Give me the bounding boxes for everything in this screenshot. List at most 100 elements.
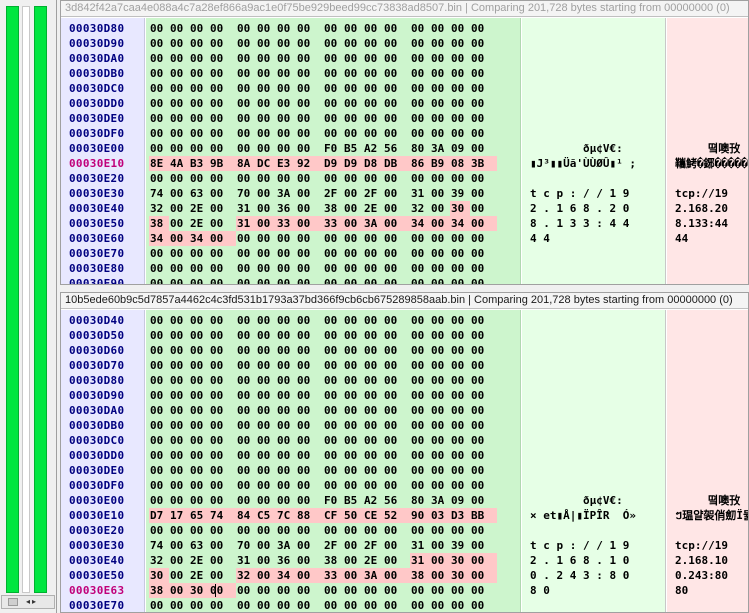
- hex-byte[interactable]: 00: [344, 554, 358, 567]
- hex-byte[interactable]: 00: [277, 329, 291, 342]
- hex-byte[interactable]: 00: [430, 553, 450, 568]
- hex-byte[interactable]: 08: [450, 156, 470, 171]
- hex-byte[interactable]: 00: [324, 419, 338, 432]
- hex-byte[interactable]: 00: [344, 22, 358, 35]
- hex-row[interactable]: 00030DA0 00 00 00 00 00 00 00 00 00 00 00 00 00 00 00 00: [61, 51, 748, 66]
- hex-byte[interactable]: 00: [411, 464, 425, 477]
- hex-byte[interactable]: B9: [430, 156, 450, 171]
- hex-byte[interactable]: 00: [170, 142, 184, 155]
- hex-byte[interactable]: 00: [411, 67, 425, 80]
- hex-byte[interactable]: 8E: [149, 156, 169, 171]
- row-hex-bytes[interactable]: 00 00 00 00 00 00 00 00 00 00 00 00 00 00 00 00: [149, 478, 497, 493]
- row-unicode[interactable]: 8.133:44: [675, 217, 728, 230]
- hex-byte[interactable]: 52: [383, 508, 410, 523]
- hex-byte[interactable]: 00: [431, 419, 445, 432]
- hex-byte[interactable]: 00: [411, 599, 425, 612]
- hex-byte[interactable]: D3: [450, 508, 470, 523]
- hex-byte[interactable]: 00: [451, 247, 465, 260]
- row-hex-bytes[interactable]: 00 00 00 00 00 00 00 00 00 00 00 00 00 00 00 00: [149, 343, 497, 358]
- hex-byte[interactable]: 00: [451, 374, 465, 387]
- hex-byte[interactable]: 00: [451, 389, 465, 402]
- hex-byte[interactable]: 00: [324, 329, 338, 342]
- hex-byte[interactable]: 00: [324, 232, 338, 245]
- hex-byte[interactable]: 00: [297, 172, 311, 185]
- row-hex-bytes[interactable]: 00 00 00 00 00 00 00 00 00 00 00 00 00 00 00 00: [149, 373, 497, 388]
- row-hex-bytes[interactable]: D7 17 65 74 84 C5 7C 88 CF 50 CE 52 90 03 D3 BB: [149, 508, 497, 523]
- hex-byte[interactable]: 00: [364, 434, 378, 447]
- hex-byte[interactable]: 00: [237, 374, 251, 387]
- hex-byte[interactable]: 00: [471, 584, 485, 597]
- row-hex-bytes[interactable]: 00 00 00 00 00 00 00 00 00 00 00 00 00 00 00 00: [149, 171, 497, 186]
- hex-byte[interactable]: 00: [451, 37, 465, 50]
- row-ascii[interactable]: 8 0: [530, 584, 550, 597]
- hex-byte[interactable]: 80: [411, 142, 425, 155]
- hex-byte[interactable]: 3B: [470, 156, 497, 171]
- hex-byte[interactable]: 00: [190, 464, 204, 477]
- hex-byte[interactable]: 00: [257, 494, 271, 507]
- hex-byte[interactable]: 00: [344, 202, 358, 215]
- hex-byte[interactable]: 00: [384, 232, 398, 245]
- hex-byte[interactable]: 00: [384, 479, 398, 492]
- hex-byte[interactable]: 00: [324, 449, 338, 462]
- hex-byte[interactable]: 00: [324, 374, 338, 387]
- hex-byte[interactable]: 00: [411, 127, 425, 140]
- hex-byte[interactable]: 00: [471, 202, 485, 215]
- hex-byte[interactable]: 00: [257, 97, 271, 110]
- hex-row[interactable]: 00030E50 38 00 2E 00 31 00 33 00 33 00 3A 00 34 00 34 00…: [61, 216, 748, 231]
- hex-byte[interactable]: 30: [450, 201, 470, 216]
- hex-row[interactable]: 00030E20 00 00 00 00 00 00 00 00 00 00 00 00 00 00 00 00: [61, 523, 748, 538]
- hex-byte[interactable]: C5: [256, 508, 276, 523]
- hex-byte[interactable]: 00: [324, 112, 338, 125]
- hex-byte[interactable]: 00: [257, 37, 271, 50]
- hex-byte[interactable]: 74: [209, 508, 236, 523]
- hex-byte[interactable]: 2F: [324, 187, 338, 200]
- hex-byte[interactable]: 00: [150, 314, 164, 327]
- hex-byte[interactable]: 00: [170, 374, 184, 387]
- hex-byte[interactable]: 00: [170, 434, 184, 447]
- ascii-column[interactable]: [522, 310, 666, 612]
- hex-byte[interactable]: 00: [237, 82, 251, 95]
- scroll-left-icon[interactable]: ◂: [26, 597, 31, 606]
- hex-byte[interactable]: 00: [210, 187, 224, 200]
- hex-byte[interactable]: 00: [411, 262, 425, 275]
- hex-byte[interactable]: 00: [384, 52, 398, 65]
- hex-byte[interactable]: 00: [430, 568, 450, 583]
- hex-byte[interactable]: 00: [411, 374, 425, 387]
- hex-byte[interactable]: 36: [277, 202, 291, 215]
- hex-byte[interactable]: 00: [170, 494, 184, 507]
- hex-byte[interactable]: 00: [237, 419, 251, 432]
- hex-byte[interactable]: 00: [324, 479, 338, 492]
- row-hex-bytes[interactable]: 00 00 00 00 00 00 00 00 00 00 00 00 00 00 00 00: [149, 51, 497, 66]
- hex-view[interactable]: 00030D80 00 00 00 00 00 00 00 00 00 00 00 00 00 00 00 00…: [61, 18, 748, 284]
- hex-byte[interactable]: 38: [149, 216, 169, 231]
- row-hex-bytes[interactable]: 8E 4A B3 9B 8A DC E3 92 D9 D9 D8 DB 86 B9 08 3B: [149, 156, 497, 171]
- hex-byte[interactable]: 00: [364, 329, 378, 342]
- hex-byte[interactable]: 00: [277, 172, 291, 185]
- hex-byte[interactable]: 00: [324, 314, 338, 327]
- hex-byte[interactable]: 00: [471, 277, 485, 285]
- hex-byte[interactable]: 00: [257, 112, 271, 125]
- hex-byte[interactable]: 39: [451, 187, 465, 200]
- hex-byte[interactable]: 00: [364, 262, 378, 275]
- hex-byte[interactable]: 00: [210, 449, 224, 462]
- hex-byte[interactable]: 00: [237, 277, 251, 285]
- hex-byte[interactable]: 00: [170, 464, 184, 477]
- overview-scrollbar[interactable]: ◂ ▸: [1, 595, 55, 609]
- hex-byte[interactable]: 88: [296, 508, 323, 523]
- hex-byte[interactable]: 00: [170, 524, 184, 537]
- hex-byte[interactable]: 00: [384, 262, 398, 275]
- row-ascii[interactable]: 2 . 1 6 8 . 2 0: [530, 202, 630, 215]
- hex-byte[interactable]: 00: [297, 67, 311, 80]
- hex-byte[interactable]: 00: [237, 37, 251, 50]
- hex-byte[interactable]: 00: [210, 344, 224, 357]
- hex-byte[interactable]: 00: [237, 524, 251, 537]
- row-unicode[interactable]: tcp://19: [675, 187, 728, 200]
- hex-byte[interactable]: 00: [471, 127, 485, 140]
- hex-byte[interactable]: D8: [363, 156, 383, 171]
- hex-byte[interactable]: 2E: [364, 202, 378, 215]
- hex-byte[interactable]: 00: [210, 389, 224, 402]
- hex-row[interactable]: 00030D90 00 00 00 00 00 00 00 00 00 00 00 00 00 00 00 00: [61, 388, 748, 403]
- hex-byte[interactable]: 3A: [277, 187, 291, 200]
- hex-byte[interactable]: 00: [344, 329, 358, 342]
- hex-byte[interactable]: 34: [189, 231, 209, 246]
